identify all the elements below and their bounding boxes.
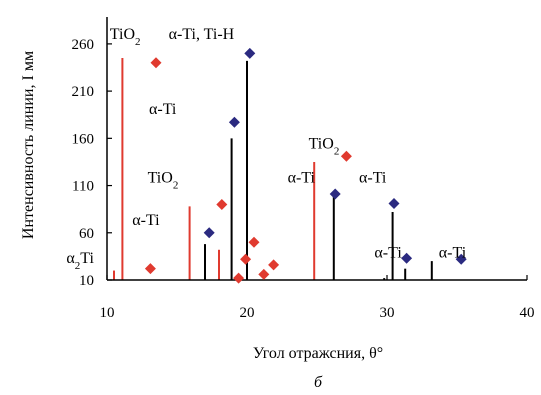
y-tick-label: 160	[72, 131, 95, 147]
peak-annotation: α-Ti	[288, 170, 316, 187]
peak-annotation: α-Ti	[374, 244, 402, 261]
peak-annotation: α-Ti	[359, 170, 387, 187]
peak-annotation: α-Ti	[439, 244, 467, 261]
series-1-point	[240, 253, 252, 265]
series-1-point	[216, 198, 228, 210]
peak-annotation: α2Ti	[66, 250, 94, 272]
y-tick-label: 210	[72, 84, 95, 100]
data-markers	[144, 47, 467, 284]
series-1-point	[233, 272, 245, 284]
axes	[106, 17, 527, 281]
peak-annotation: TiO2	[309, 136, 340, 158]
series-1-point	[248, 236, 260, 248]
reference-lines	[113, 58, 433, 280]
x-axis-label: Угол отражсния, θ°	[253, 345, 383, 362]
peak-annotation: TiO2	[148, 170, 179, 192]
panel-label: б	[314, 374, 323, 391]
peak-annotation: TiO2	[110, 26, 141, 48]
y-tick-label: 10	[79, 273, 94, 289]
series-2-point	[455, 253, 467, 265]
series-2-point	[388, 198, 400, 209]
x-tick-label: 10	[100, 305, 115, 321]
peak-annotation: α-Ti	[149, 101, 177, 118]
annotations: TiO2 α-Ti, Ti-H α-Ti TiO2 TiO2 α-Ti α-Ti α-Ti α2…	[66, 26, 466, 272]
y-axis-label: Интенсивность линии, I мм	[20, 51, 37, 239]
series-1-point	[340, 150, 352, 162]
series-2-point	[401, 252, 413, 264]
y-tick-label: 260	[72, 37, 95, 53]
x-tick-label: 20	[240, 305, 255, 321]
x-tick-label: 30	[380, 305, 395, 321]
series-2-point	[244, 47, 256, 59]
y-tick-label: 60	[79, 226, 94, 242]
y-tick-label: 110	[72, 179, 94, 195]
plot-area: 10 20 30 40 10 60 110 160 210 260 TiO2 α-Ti, Ti-H α…	[66, 17, 535, 321]
series-2-point	[329, 188, 341, 200]
peak-annotation: α-Ti, Ti-H	[169, 26, 235, 43]
ticks: 10 20 30 40 10 60 110 160 210 260	[72, 37, 535, 321]
series-2-point	[228, 116, 240, 128]
series-1-point	[268, 259, 280, 271]
series-1-point	[144, 263, 156, 275]
series-1-point	[258, 268, 270, 280]
series-1-point	[150, 57, 162, 69]
peak-annotation: α-Ti	[132, 212, 160, 229]
series-2-point	[203, 227, 215, 239]
x-tick-label: 40	[520, 305, 535, 321]
